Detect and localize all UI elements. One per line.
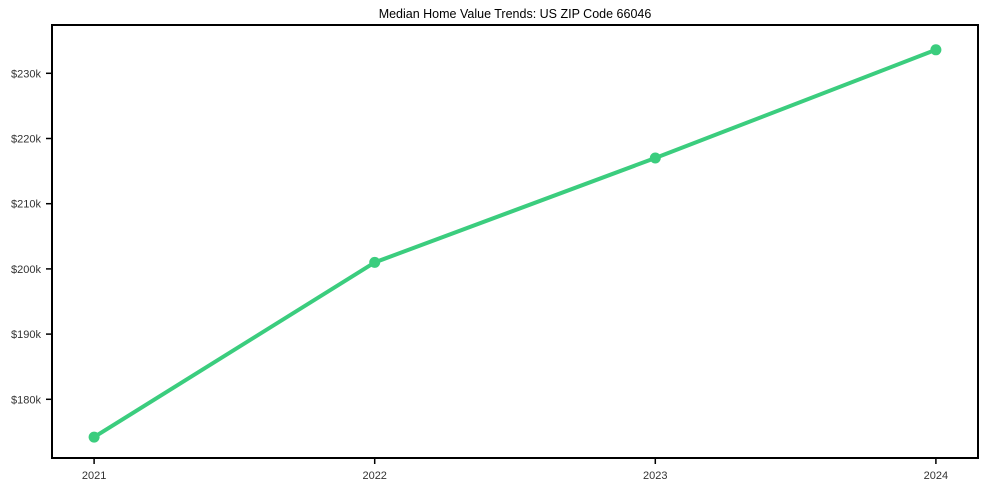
x-tick-label: 2021 [82, 470, 106, 482]
data-point [649, 152, 661, 164]
data-point [930, 44, 942, 56]
chart-title: Median Home Value Trends: US ZIP Code 66… [378, 7, 652, 21]
y-tick-label: $200k [11, 264, 41, 276]
y-tick-label: $210k [11, 199, 41, 211]
x-tick-label: 2023 [643, 470, 667, 482]
trend-line [92, 47, 938, 440]
y-tick-label: $190k [11, 329, 41, 341]
data-point [369, 256, 381, 268]
y-tick-label: $180k [11, 394, 41, 406]
plot-frame [51, 24, 979, 459]
data-point [88, 431, 100, 443]
y-tick-label: $230k [11, 68, 41, 80]
x-tick-label: 2024 [924, 470, 948, 482]
y-tick-label: $220k [11, 134, 41, 146]
x-tick-label: 2022 [362, 470, 386, 482]
